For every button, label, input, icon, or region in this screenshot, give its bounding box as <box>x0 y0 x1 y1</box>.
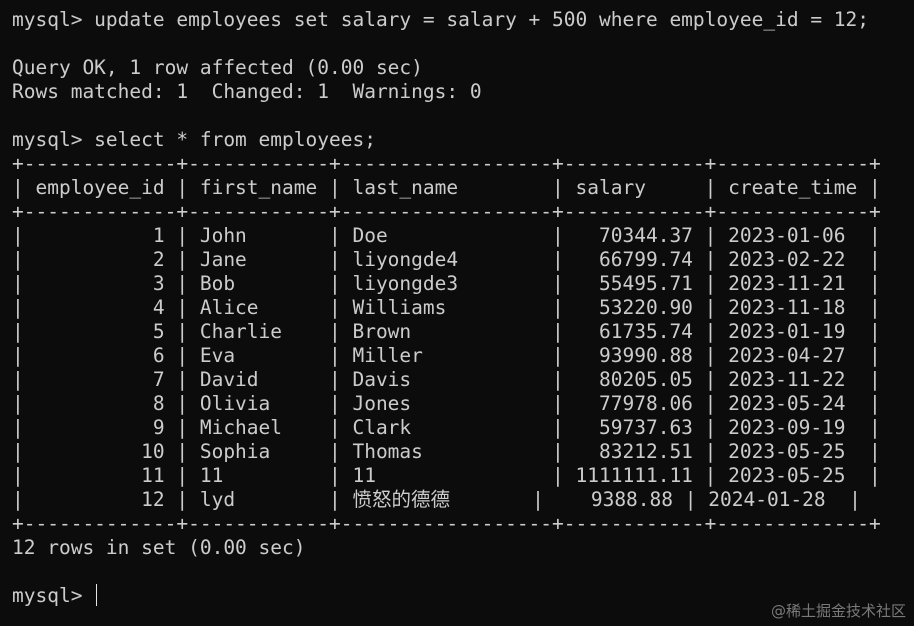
table-row: | 9 | Michael | Clark | 59737.63 | 2023-… <box>12 416 881 439</box>
table-border-top: +-------------+------------+------------… <box>12 152 881 175</box>
table-row: | 10 | Sophia | Thomas | 83212.51 | 2023… <box>12 440 881 463</box>
table-border-header: +-------------+------------+------------… <box>12 200 881 223</box>
table-row: | 8 | Olivia | Jones | 77978.06 | 2023-0… <box>12 392 881 415</box>
table-row: | 5 | Charlie | Brown | 61735.74 | 2023-… <box>12 320 881 343</box>
blank-line <box>12 560 914 584</box>
table-row: | 6 | Eva | Miller | 93990.88 | 2023-04-… <box>12 344 881 367</box>
table-row: | 2 | Jane | liyongde4 | 66799.74 | 2023… <box>12 248 881 271</box>
prompt-line[interactable]: mysql> <box>12 584 914 608</box>
table-header-row: | employee_id | first_name | last_name |… <box>12 176 881 199</box>
table-row: | 3 | Bob | liyongde3 | 55495.71 | 2023-… <box>12 272 881 295</box>
blank-line <box>12 32 914 56</box>
command-select: mysql> select * from employees; <box>12 128 376 151</box>
table-row: | 1 | John | Doe | 70344.37 | 2023-01-06… <box>12 224 881 247</box>
table-row: | 11 | 11 | 11 | 1111111.11 | 2023-05-25… <box>12 464 881 487</box>
blank-line <box>12 104 914 128</box>
table-row: | 4 | Alice | Williams | 53220.90 | 2023… <box>12 296 881 319</box>
table-border-bottom: +-------------+------------+------------… <box>12 512 881 535</box>
rows-in-set-message: 12 rows in set (0.00 sec) <box>12 536 306 559</box>
table-row: | 7 | David | Davis | 80205.05 | 2023-11… <box>12 368 881 391</box>
mysql-prompt: mysql> <box>12 584 95 607</box>
table-row: | 12 | lyd | 愤怒的德德 | 9388.88 | 2024-01-2… <box>12 488 861 511</box>
text-cursor <box>96 584 98 606</box>
query-ok-message: Query OK, 1 row affected (0.00 sec) <box>12 56 423 79</box>
rows-matched-message: Rows matched: 1 Changed: 1 Warnings: 0 <box>12 80 482 103</box>
watermark: @稀土掘金技术社区 <box>770 602 906 620</box>
command-update: mysql> update employees set salary = sal… <box>12 8 870 31</box>
